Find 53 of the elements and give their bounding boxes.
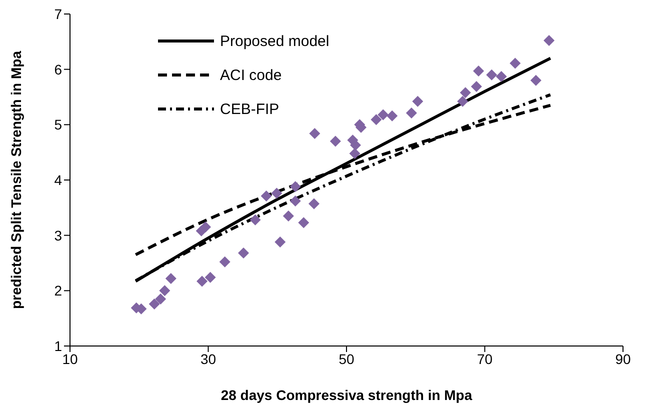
point <box>155 293 166 304</box>
legend-label: ACI code <box>220 66 282 84</box>
point <box>349 148 360 159</box>
point <box>544 35 555 46</box>
legend-label: CEB-FIP <box>220 100 280 118</box>
y-tick-label: 5 <box>54 116 62 133</box>
point <box>309 128 320 140</box>
point <box>196 276 208 287</box>
y-tick-label: 1 <box>54 338 62 354</box>
x-tick-label: 70 <box>476 350 493 367</box>
y-tick-label: 2 <box>54 282 62 299</box>
legend-label: Proposed model <box>220 32 330 50</box>
point <box>460 87 471 98</box>
y-tick-label: 3 <box>54 227 62 244</box>
point <box>406 108 417 119</box>
y-tick-label: 4 <box>54 172 62 188</box>
point <box>200 222 211 233</box>
point <box>165 272 176 284</box>
point <box>457 96 468 107</box>
point <box>250 214 261 226</box>
point <box>290 196 301 207</box>
point <box>486 69 498 80</box>
point <box>274 236 286 248</box>
x-tick-label: 90 <box>615 350 631 367</box>
x-tick-label: 50 <box>338 350 354 367</box>
y-axis-title: predicted Split Tensile Strength in Mpa <box>8 50 24 309</box>
point <box>412 96 424 107</box>
point <box>282 210 294 222</box>
point <box>308 198 320 210</box>
point <box>530 74 542 86</box>
point <box>496 71 507 82</box>
point <box>370 114 382 126</box>
x-axis-title: 28 days Compressiva strength in Mpa <box>220 387 472 403</box>
point <box>298 217 310 228</box>
y-tick-label: 7 <box>54 6 62 22</box>
point <box>290 181 301 192</box>
point <box>350 140 361 151</box>
point <box>219 256 230 268</box>
point <box>271 188 282 199</box>
point <box>378 109 389 120</box>
point <box>159 285 170 296</box>
point <box>473 65 484 76</box>
point <box>510 58 521 69</box>
point <box>204 272 216 283</box>
point <box>470 80 482 92</box>
x-tick-label: 10 <box>62 350 78 367</box>
point <box>148 298 160 310</box>
x-tick-label: 30 <box>200 350 216 367</box>
point <box>260 190 272 202</box>
y-tick-label: 6 <box>54 61 62 78</box>
point <box>386 110 398 122</box>
point <box>330 136 341 147</box>
point <box>238 248 250 259</box>
